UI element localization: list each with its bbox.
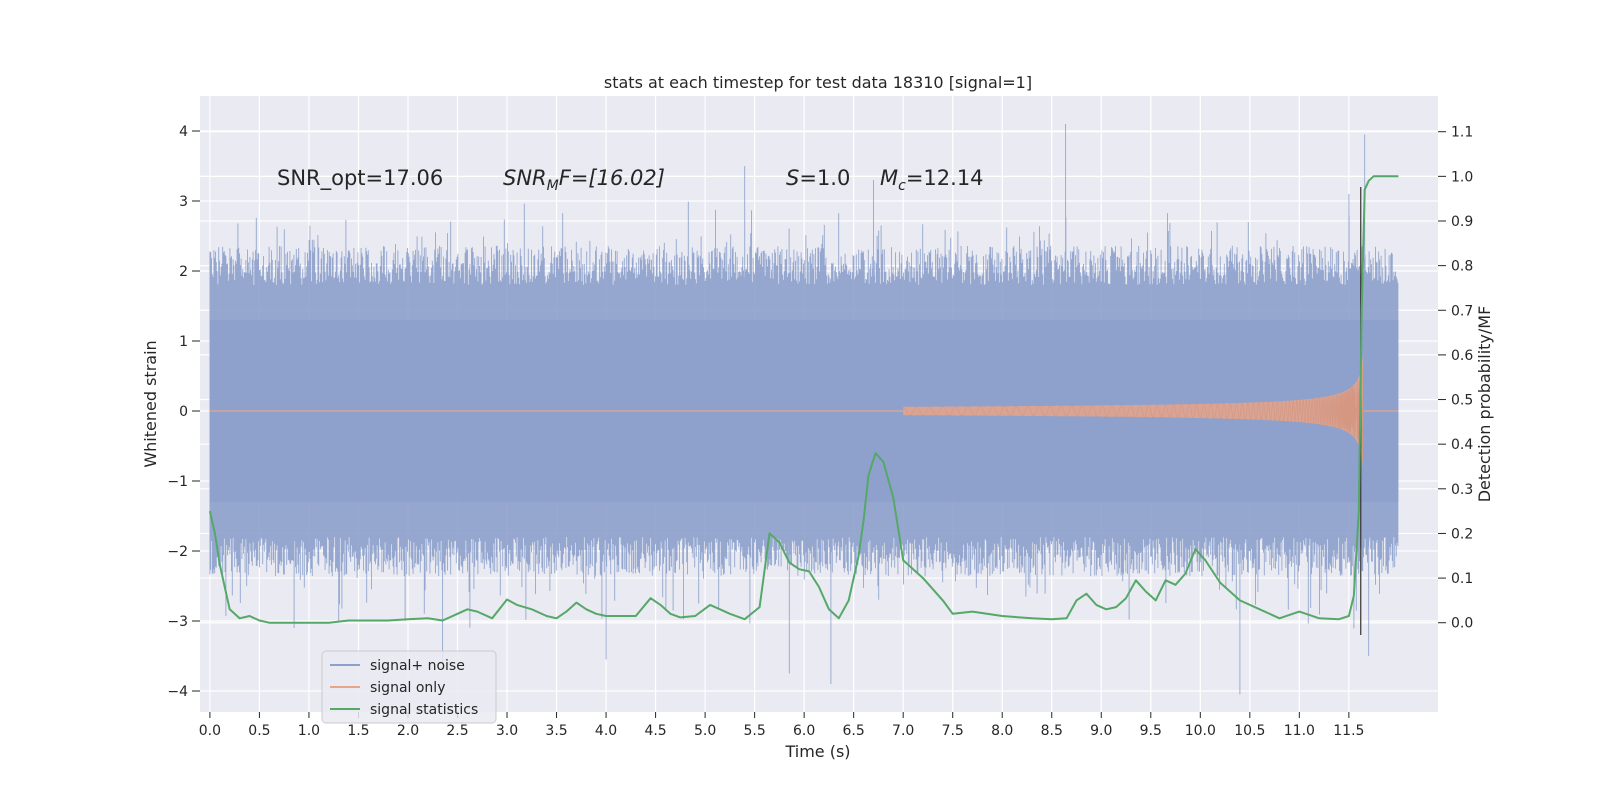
annotation-s-symbol: S	[786, 166, 799, 190]
chart-title: stats at each timestep for test data 183…	[604, 73, 1032, 92]
y2-tick-label-0: 0.0	[1451, 616, 1473, 632]
annotations: SNR_opt=17.06 SNRMF=[16.02] S=1.0 Mc=12.…	[277, 166, 984, 194]
y2-tick-label-5: 0.5	[1451, 393, 1473, 409]
annotation-mc: Mc=12.14	[880, 166, 984, 194]
x-tick-label-0: 0.0	[199, 723, 221, 739]
x-tick-label-12: 6.0	[793, 723, 815, 739]
annotation-s: S=1.0	[786, 166, 850, 190]
x-axis: 0.0 0.5 1.0 1.5 2.0 2.5 3.0 3.5 4.0 4.5 5.0 5.5 6.0 6…	[199, 712, 1364, 739]
y-tick-label-8: 4	[179, 124, 188, 140]
legend-box	[321, 650, 497, 724]
stats-series	[208, 175, 1399, 624]
y2-tick-label-4: 0.4	[1451, 437, 1473, 453]
x-tick-label-7: 3.5	[545, 723, 567, 739]
x-tick-label-9: 4.5	[644, 723, 666, 739]
x-tick-label-5: 2.5	[446, 723, 468, 739]
y-axis-label: Whitened strain	[141, 340, 160, 467]
y-tick-label-7: 3	[179, 194, 188, 210]
x-tick-label-18: 9.0	[1090, 723, 1112, 739]
y-tick-label-5: 1	[179, 334, 188, 350]
x-tick-label-4: 2.0	[397, 723, 419, 739]
x-tick-label-21: 10.5	[1234, 723, 1265, 739]
y-axis: −4 −3 −2 −1 0 1 2 3 4	[167, 124, 200, 700]
y2-axis: 0.0 0.1 0.2 0.3 0.4 0.5 0.6 0.7 0.8 0.9 1.0 1.1	[1438, 125, 1473, 632]
y-tick-label-4: 0	[179, 404, 188, 420]
x-tick-label-15: 7.5	[942, 723, 964, 739]
y2-tick-label-7: 0.7	[1451, 303, 1473, 319]
x-tick-label-17: 8.5	[1041, 723, 1063, 739]
x-tick-label-2: 1.0	[298, 723, 320, 739]
x-tick-label-6: 3.0	[496, 723, 518, 739]
x-tick-label-14: 7.0	[892, 723, 914, 739]
legend-label-0: signal+ noise	[370, 658, 465, 674]
y-tick-label-0: −4	[167, 684, 188, 700]
y2-tick-label-8: 0.8	[1451, 259, 1473, 275]
annotation-snr-opt: SNR_opt=17.06	[277, 166, 443, 191]
annotation-snr-mf-symbol: SNR	[503, 166, 547, 190]
x-tick-label-19: 9.5	[1140, 723, 1162, 739]
plot-area	[208, 124, 1399, 695]
stats-line	[208, 175, 1399, 624]
annotation-mc-symbol: M	[880, 166, 898, 190]
y2-tick-label-6: 0.6	[1451, 348, 1473, 364]
x-tick-label-22: 11.0	[1284, 723, 1315, 739]
annotation-mc-subscript: c	[898, 178, 906, 194]
x-tick-label-23: 11.5	[1333, 723, 1364, 739]
legend-label-1: signal only	[370, 680, 445, 696]
legend: signal+ noise signal only signal statistic…	[321, 650, 497, 724]
x-tick-label-3: 1.5	[347, 723, 369, 739]
x-tick-label-1: 0.5	[248, 723, 270, 739]
annotation-mc-value: =12.14	[906, 166, 984, 190]
signal-oscillation	[903, 364, 1364, 470]
y-tick-label-2: −2	[167, 544, 188, 560]
annotation-snr-mf-value: F=[16.02]	[559, 166, 665, 190]
y2-tick-label-3: 0.3	[1451, 482, 1473, 498]
y2-tick-label-2: 0.2	[1451, 526, 1473, 542]
y2-axis-label: Detection probability/MF	[1475, 306, 1494, 503]
y-tick-label-6: 2	[179, 264, 188, 280]
x-axis-label: Time (s)	[784, 742, 850, 761]
y2-tick-label-1: 0.1	[1451, 571, 1473, 587]
x-tick-label-20: 10.0	[1185, 723, 1216, 739]
y-tick-label-3: −1	[167, 474, 188, 490]
x-tick-label-13: 6.5	[843, 723, 865, 739]
legend-label-2: signal statistics	[370, 702, 478, 718]
annotation-s-value: =1.0	[799, 166, 850, 190]
y-tick-label-1: −3	[167, 614, 188, 630]
x-tick-label-11: 5.5	[743, 723, 765, 739]
annotation-snr-mf: SNRMF=[16.02]	[503, 166, 665, 194]
y2-tick-label-10: 1.0	[1451, 169, 1473, 185]
y2-tick-label-9: 0.9	[1451, 214, 1473, 230]
x-tick-label-8: 4.0	[595, 723, 617, 739]
x-tick-label-10: 5.0	[694, 723, 716, 739]
annotation-snr-mf-subscript: M	[547, 178, 559, 194]
y2-tick-label-11: 1.1	[1451, 125, 1473, 141]
x-tick-label-16: 8.0	[991, 723, 1013, 739]
